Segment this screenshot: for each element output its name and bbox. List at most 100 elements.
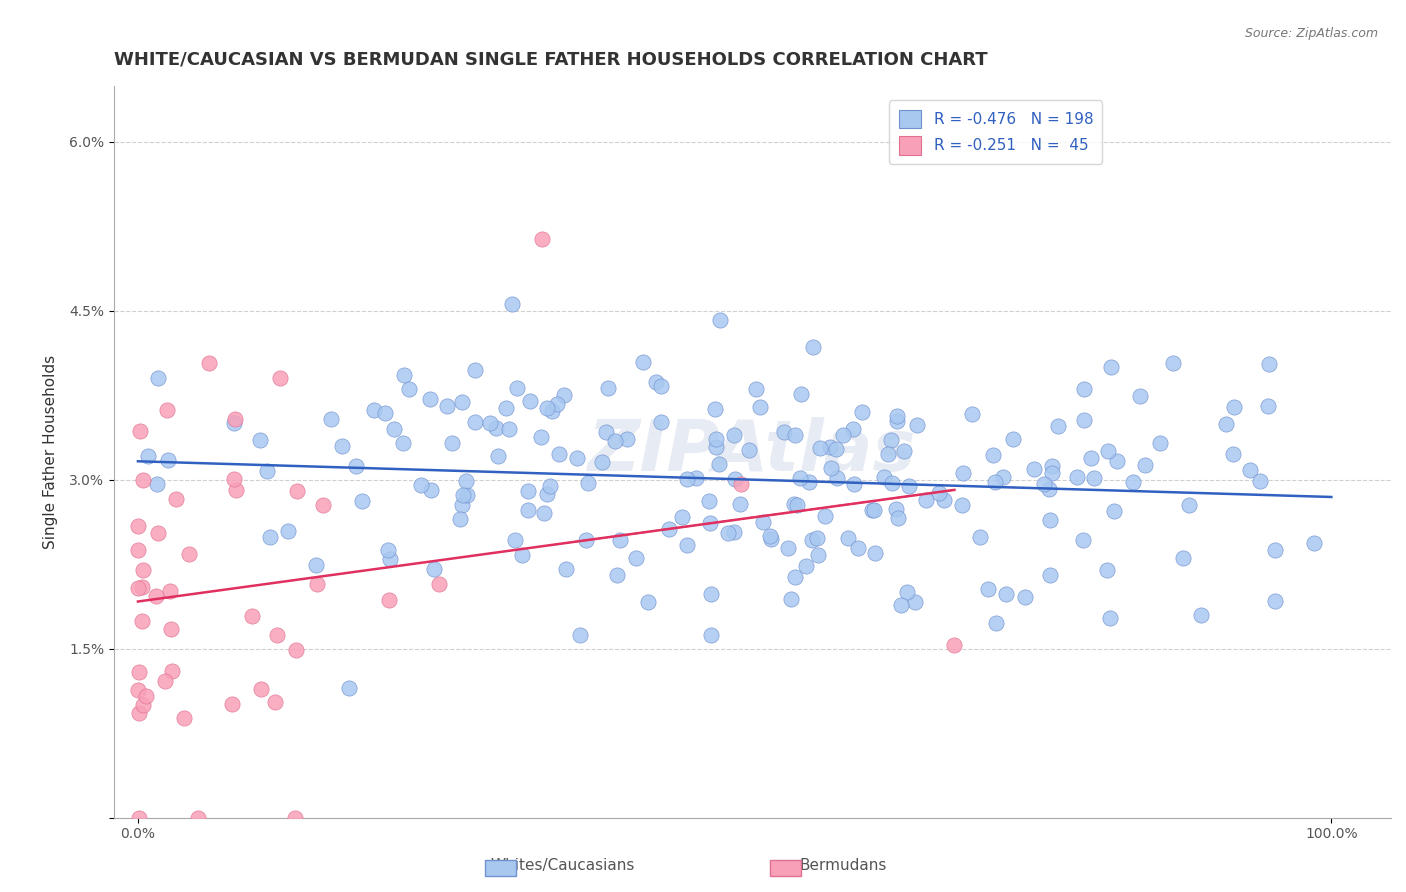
Point [595, 425, 617, 439]
Point [578, 476, 600, 491]
Point [225, 483, 247, 497]
Point [266, 628, 288, 642]
Point [506, 380, 529, 394]
Point [156, 403, 179, 417]
Text: Source: ZipAtlas.com: Source: ZipAtlas.com [1244, 27, 1378, 40]
Point [224, 412, 246, 426]
Point [392, 368, 415, 383]
Point [1098, 611, 1121, 625]
Point [160, 622, 183, 636]
Point [676, 538, 699, 552]
Point [1046, 419, 1069, 434]
Point [897, 479, 920, 493]
Text: WHITE/CAUCASIAN VS BERMUDAN SINGLE FATHER HOUSEHOLDS CORRELATION CHART: WHITE/CAUCASIAN VS BERMUDAN SINGLE FATHE… [114, 51, 987, 69]
Point [896, 585, 918, 599]
Point [187, 811, 209, 825]
Point [269, 371, 291, 385]
Point [790, 387, 813, 401]
Point [827, 471, 849, 485]
Point [786, 498, 808, 512]
Point [146, 371, 169, 385]
Point [801, 339, 824, 353]
Point [378, 551, 401, 566]
Point [759, 529, 782, 543]
Point [893, 444, 915, 458]
Point [1222, 447, 1244, 461]
Point [761, 532, 783, 546]
Point [1257, 399, 1279, 413]
Point [807, 548, 830, 562]
Point [449, 512, 471, 526]
Point [814, 508, 837, 523]
Point [451, 488, 474, 502]
Point [616, 432, 638, 446]
Point [249, 433, 271, 447]
Point [398, 382, 420, 396]
Point [1239, 463, 1261, 477]
Point [877, 447, 900, 461]
Point [676, 472, 699, 486]
Point [851, 405, 873, 419]
Point [517, 484, 540, 499]
Point [1066, 470, 1088, 484]
Point [1033, 477, 1056, 491]
Point [530, 430, 553, 444]
Point [284, 811, 307, 825]
Point [157, 453, 180, 467]
Point [377, 543, 399, 558]
Point [505, 533, 527, 547]
Point [685, 471, 707, 485]
Point [723, 525, 745, 540]
Point [553, 388, 575, 402]
Point [699, 516, 721, 530]
Point [419, 483, 441, 497]
Point [658, 523, 681, 537]
Point [779, 592, 801, 607]
Point [240, 609, 263, 624]
Point [723, 428, 745, 442]
Point [606, 568, 628, 582]
Point [1215, 417, 1237, 432]
Point [392, 436, 415, 450]
Point [127, 682, 149, 697]
Point [1073, 412, 1095, 426]
Point [1264, 543, 1286, 558]
Point [842, 422, 865, 436]
Point [752, 516, 775, 530]
Point [485, 421, 508, 435]
Point [591, 455, 613, 469]
Point [626, 550, 648, 565]
Point [598, 381, 620, 395]
Point [728, 497, 751, 511]
Point [943, 638, 966, 652]
Point [820, 461, 842, 475]
Point [1189, 608, 1212, 623]
Point [671, 510, 693, 524]
Point [374, 406, 396, 420]
Point [517, 503, 540, 517]
Point [603, 434, 626, 449]
Point [129, 424, 152, 438]
Point [450, 394, 472, 409]
Point [132, 473, 155, 487]
Point [498, 422, 520, 436]
Point [709, 313, 731, 327]
Point [806, 531, 828, 545]
Point [546, 397, 568, 411]
Point [153, 674, 176, 689]
Point [363, 402, 385, 417]
Point [128, 706, 150, 720]
Point [981, 448, 1004, 462]
Point [1080, 450, 1102, 465]
Point [905, 418, 928, 433]
Point [704, 440, 727, 454]
Point [486, 450, 509, 464]
Point [993, 470, 1015, 484]
Point [569, 628, 592, 642]
Point [915, 492, 938, 507]
Point [533, 506, 555, 520]
Point [928, 486, 950, 500]
Point [1105, 454, 1128, 468]
Point [950, 498, 973, 512]
Point [128, 811, 150, 825]
